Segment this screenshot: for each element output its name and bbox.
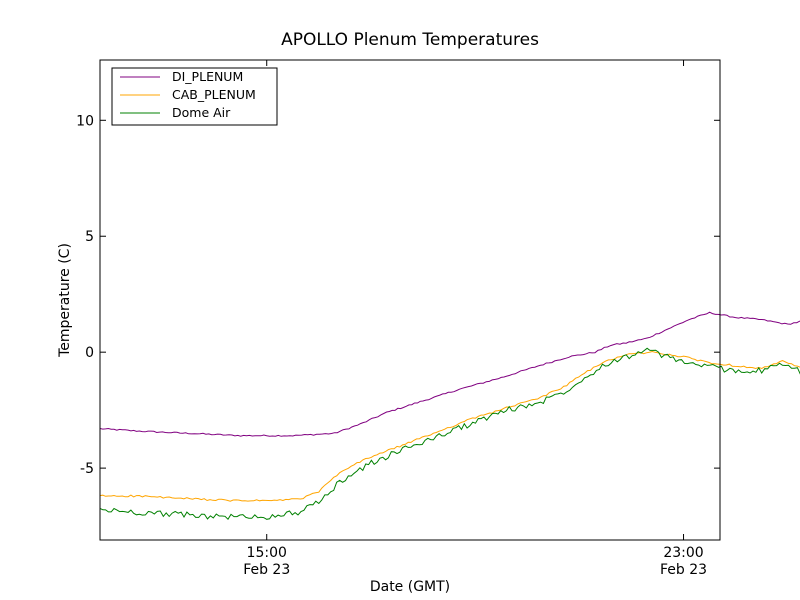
legend-label: Dome Air xyxy=(172,105,231,120)
plot-frame xyxy=(99,59,721,541)
x-axis-label: Date (GMT) xyxy=(370,579,450,595)
y-axis-ticks: -5 0 5 10 xyxy=(76,113,720,477)
y-tick-label: 5 xyxy=(85,229,94,245)
chart-title: APOLLO Plenum Temperatures xyxy=(281,30,539,50)
x-tick-date-label: Feb 23 xyxy=(660,562,707,578)
series-line-dome-air xyxy=(99,347,800,520)
y-axis-label: Temperature (C) xyxy=(57,243,73,358)
legend-label: DI_PLENUM xyxy=(172,69,243,84)
series-line-cab-plenum xyxy=(99,350,800,502)
x-tick-date-label: Feb 23 xyxy=(243,562,290,578)
x-tick-time-label: 15:00 xyxy=(247,545,287,561)
series-layer xyxy=(99,311,800,520)
legend-label: CAB_PLENUM xyxy=(172,87,256,102)
legend: DI_PLENUM CAB_PLENUM Dome Air xyxy=(111,67,278,126)
x-tick-time-label: 23:00 xyxy=(663,545,703,561)
series-line-di-plenum xyxy=(99,311,800,437)
y-tick-label: 10 xyxy=(76,113,94,129)
y-tick-label: 0 xyxy=(85,345,94,361)
y-tick-label: -5 xyxy=(80,461,94,477)
